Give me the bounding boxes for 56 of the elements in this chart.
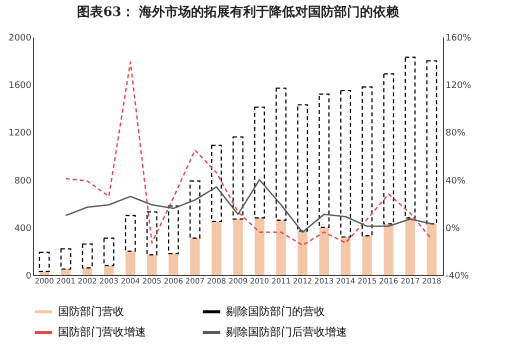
- bar: [426, 224, 437, 275]
- bar: [190, 180, 200, 239]
- bar: [405, 218, 416, 275]
- bar: [82, 268, 92, 275]
- bar: [103, 238, 114, 266]
- y2-tick-label: 120%: [446, 81, 472, 92]
- y2-tick-label: 80%: [446, 128, 466, 139]
- y2-tick-label: 40%: [446, 176, 466, 186]
- bar: [298, 230, 308, 275]
- bar: [38, 252, 50, 272]
- bar: [60, 269, 71, 275]
- bar: [146, 211, 158, 256]
- bar: [168, 205, 179, 254]
- bar: [82, 243, 93, 268]
- legend-label: 国防部门营收增速: [58, 326, 146, 338]
- bar: [362, 86, 373, 236]
- bar: [126, 251, 136, 275]
- bar: [318, 94, 330, 228]
- bar: [233, 219, 243, 275]
- bar: [276, 220, 286, 275]
- y-tick-label: 0: [26, 272, 32, 282]
- y-tick-label: 1200: [8, 128, 32, 139]
- bar: [60, 248, 72, 270]
- line-series: [65, 61, 432, 246]
- y-tick-label: 400: [14, 224, 32, 234]
- y2-tick-label: 160%: [446, 34, 472, 44]
- bar: [383, 73, 394, 224]
- bar: [104, 265, 114, 275]
- bar: [254, 106, 265, 218]
- bar: [319, 227, 329, 275]
- bar: [212, 221, 222, 275]
- bar: [404, 56, 416, 218]
- line-series: [65, 179, 432, 233]
- y2-tick-label: -40%: [446, 272, 470, 282]
- bar: [384, 224, 394, 275]
- y-tick-label: 800: [14, 176, 32, 186]
- bar: [147, 254, 157, 275]
- y-tick-label: 2000: [8, 34, 32, 44]
- bar: [232, 136, 244, 220]
- y2-tick-label: 0%: [446, 224, 460, 234]
- bar: [340, 90, 352, 238]
- y-tick-label: 1600: [8, 81, 32, 92]
- bar: [211, 144, 222, 222]
- bar: [426, 60, 438, 224]
- bar: [190, 238, 200, 275]
- bar: [340, 236, 350, 275]
- bar: [124, 214, 136, 252]
- bar: [297, 104, 308, 232]
- legend-label: 剔除国防部门后营收增速: [226, 326, 347, 338]
- bar: [362, 236, 372, 275]
- bar: [276, 88, 286, 221]
- legend-label: 剔除国防部门的营收: [226, 304, 325, 318]
- legend-label: 国防部门营收: [58, 304, 124, 318]
- bar: [254, 218, 264, 275]
- bar: [168, 254, 178, 275]
- chart-title: 图表63： 海外市场的拓展有利于降低对国防部门的依赖: [77, 4, 399, 20]
